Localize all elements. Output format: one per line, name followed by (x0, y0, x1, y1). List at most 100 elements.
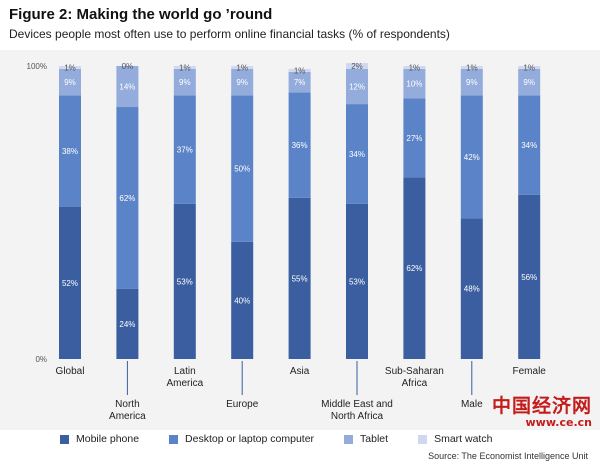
x-axis-label: Asia (290, 366, 310, 377)
bar-segment (460, 68, 483, 96)
legend-item: Smart watch (418, 433, 492, 445)
data-label: 9% (236, 78, 248, 87)
data-label: 9% (64, 78, 76, 87)
bar-segment (288, 71, 311, 93)
bar-segment (59, 95, 81, 207)
x-axis-label: America (109, 411, 146, 422)
bar-segment (288, 68, 311, 72)
x-axis-label: America (166, 378, 203, 389)
y-tick-label: 0% (35, 355, 47, 364)
legend-item: Tablet (344, 433, 388, 445)
y-tick-label: 100% (27, 62, 47, 71)
bar-segment (288, 92, 311, 198)
data-label: 24% (119, 320, 135, 329)
data-label: 1% (294, 66, 306, 75)
data-label: 12% (349, 83, 365, 92)
bar-segment (460, 218, 483, 359)
data-label: 1% (523, 63, 535, 72)
x-axis-label: Middle East and (321, 399, 393, 410)
data-label: 62% (119, 194, 135, 203)
bar-segment (59, 68, 81, 96)
legend-label: Desktop or laptop computer (185, 433, 315, 445)
data-label: 40% (234, 296, 250, 305)
bar-segment (231, 95, 254, 242)
data-label: 1% (236, 63, 248, 72)
data-label: 53% (177, 277, 193, 286)
legend-swatch (418, 434, 428, 444)
data-label: 9% (466, 78, 478, 87)
bar-segment (59, 206, 81, 359)
bar-segment (518, 66, 541, 69)
x-axis-label: North Africa (331, 411, 384, 422)
data-label: 36% (292, 141, 308, 150)
data-label: 9% (523, 78, 535, 87)
bar-segment (116, 288, 139, 359)
data-label: 1% (64, 63, 76, 72)
legend-item: Desktop or laptop computer (169, 433, 314, 445)
bar-segment (460, 66, 483, 69)
x-axis-label: Global (56, 366, 85, 377)
bar-segment (173, 95, 196, 204)
bar-segment (460, 95, 483, 219)
bar-segment (403, 177, 426, 359)
data-label: 37% (177, 146, 193, 155)
bar-segment (403, 98, 426, 178)
data-label: 55% (292, 274, 308, 283)
legend-swatch (60, 434, 69, 444)
x-axis-label: Sub-Saharan (385, 366, 444, 377)
legend-swatch (344, 434, 354, 444)
chart-title: Figure 2: Making the world go ’round (9, 6, 273, 23)
x-axis-label: North (115, 399, 139, 410)
bar-segment (173, 66, 196, 69)
x-axis-label: Africa (402, 378, 428, 389)
x-axis-label: Male (461, 399, 483, 410)
bar-segment (173, 68, 196, 96)
watermark-logo-text: 中国经济网 (491, 395, 592, 417)
legend-swatch (169, 434, 179, 444)
data-label: 7% (294, 78, 306, 87)
bar-segment (231, 241, 254, 359)
data-label: 48% (464, 285, 480, 294)
bar-segment (346, 104, 368, 204)
data-label: 2% (351, 62, 363, 71)
bar-segment (403, 68, 426, 99)
bar-segment (346, 63, 368, 69)
data-label: 9% (179, 78, 191, 87)
bar-segment (288, 197, 311, 359)
bar-segment (231, 66, 254, 69)
bar-segment (173, 203, 196, 359)
bar-segment (346, 68, 368, 105)
watermark: 中国经济网 www.ce.cn (492, 391, 592, 429)
data-label: 14% (119, 83, 135, 92)
data-label: 27% (406, 134, 422, 143)
stacked-bar-chart: 100%0%52%38%9%1%Global24%62%14%0%NorthAm… (27, 62, 547, 422)
bar-segment (346, 203, 368, 359)
data-label: 34% (349, 150, 365, 159)
bar-segment (518, 95, 541, 195)
x-axis-label: Europe (226, 399, 259, 410)
bar-segment (59, 66, 81, 69)
data-label: 34% (521, 141, 537, 150)
data-label: 1% (179, 63, 191, 72)
data-label: 1% (466, 63, 478, 72)
legend-label: Tablet (360, 433, 389, 445)
chart-legend: Mobile phone Desktop or laptop computer Ta… (60, 433, 522, 445)
watermark-url: www.ce.cn (525, 416, 592, 429)
bar-segment (403, 66, 426, 69)
bar-segment (518, 194, 541, 359)
data-label: 50% (234, 165, 250, 174)
x-axis-label: Female (513, 366, 547, 377)
x-axis-label: Latin (174, 366, 196, 377)
data-label: 53% (349, 277, 365, 286)
legend-item: Mobile phone (60, 433, 139, 445)
legend-label: Smart watch (434, 433, 493, 445)
data-label: 10% (406, 80, 422, 89)
data-label: 52% (62, 279, 78, 288)
bar-segment (518, 68, 541, 96)
bar-segment (116, 107, 139, 289)
data-label: 1% (409, 63, 421, 72)
data-label: 42% (464, 153, 480, 162)
data-label: 38% (62, 147, 78, 156)
data-label: 56% (521, 273, 537, 282)
legend-label: Mobile phone (76, 433, 140, 445)
